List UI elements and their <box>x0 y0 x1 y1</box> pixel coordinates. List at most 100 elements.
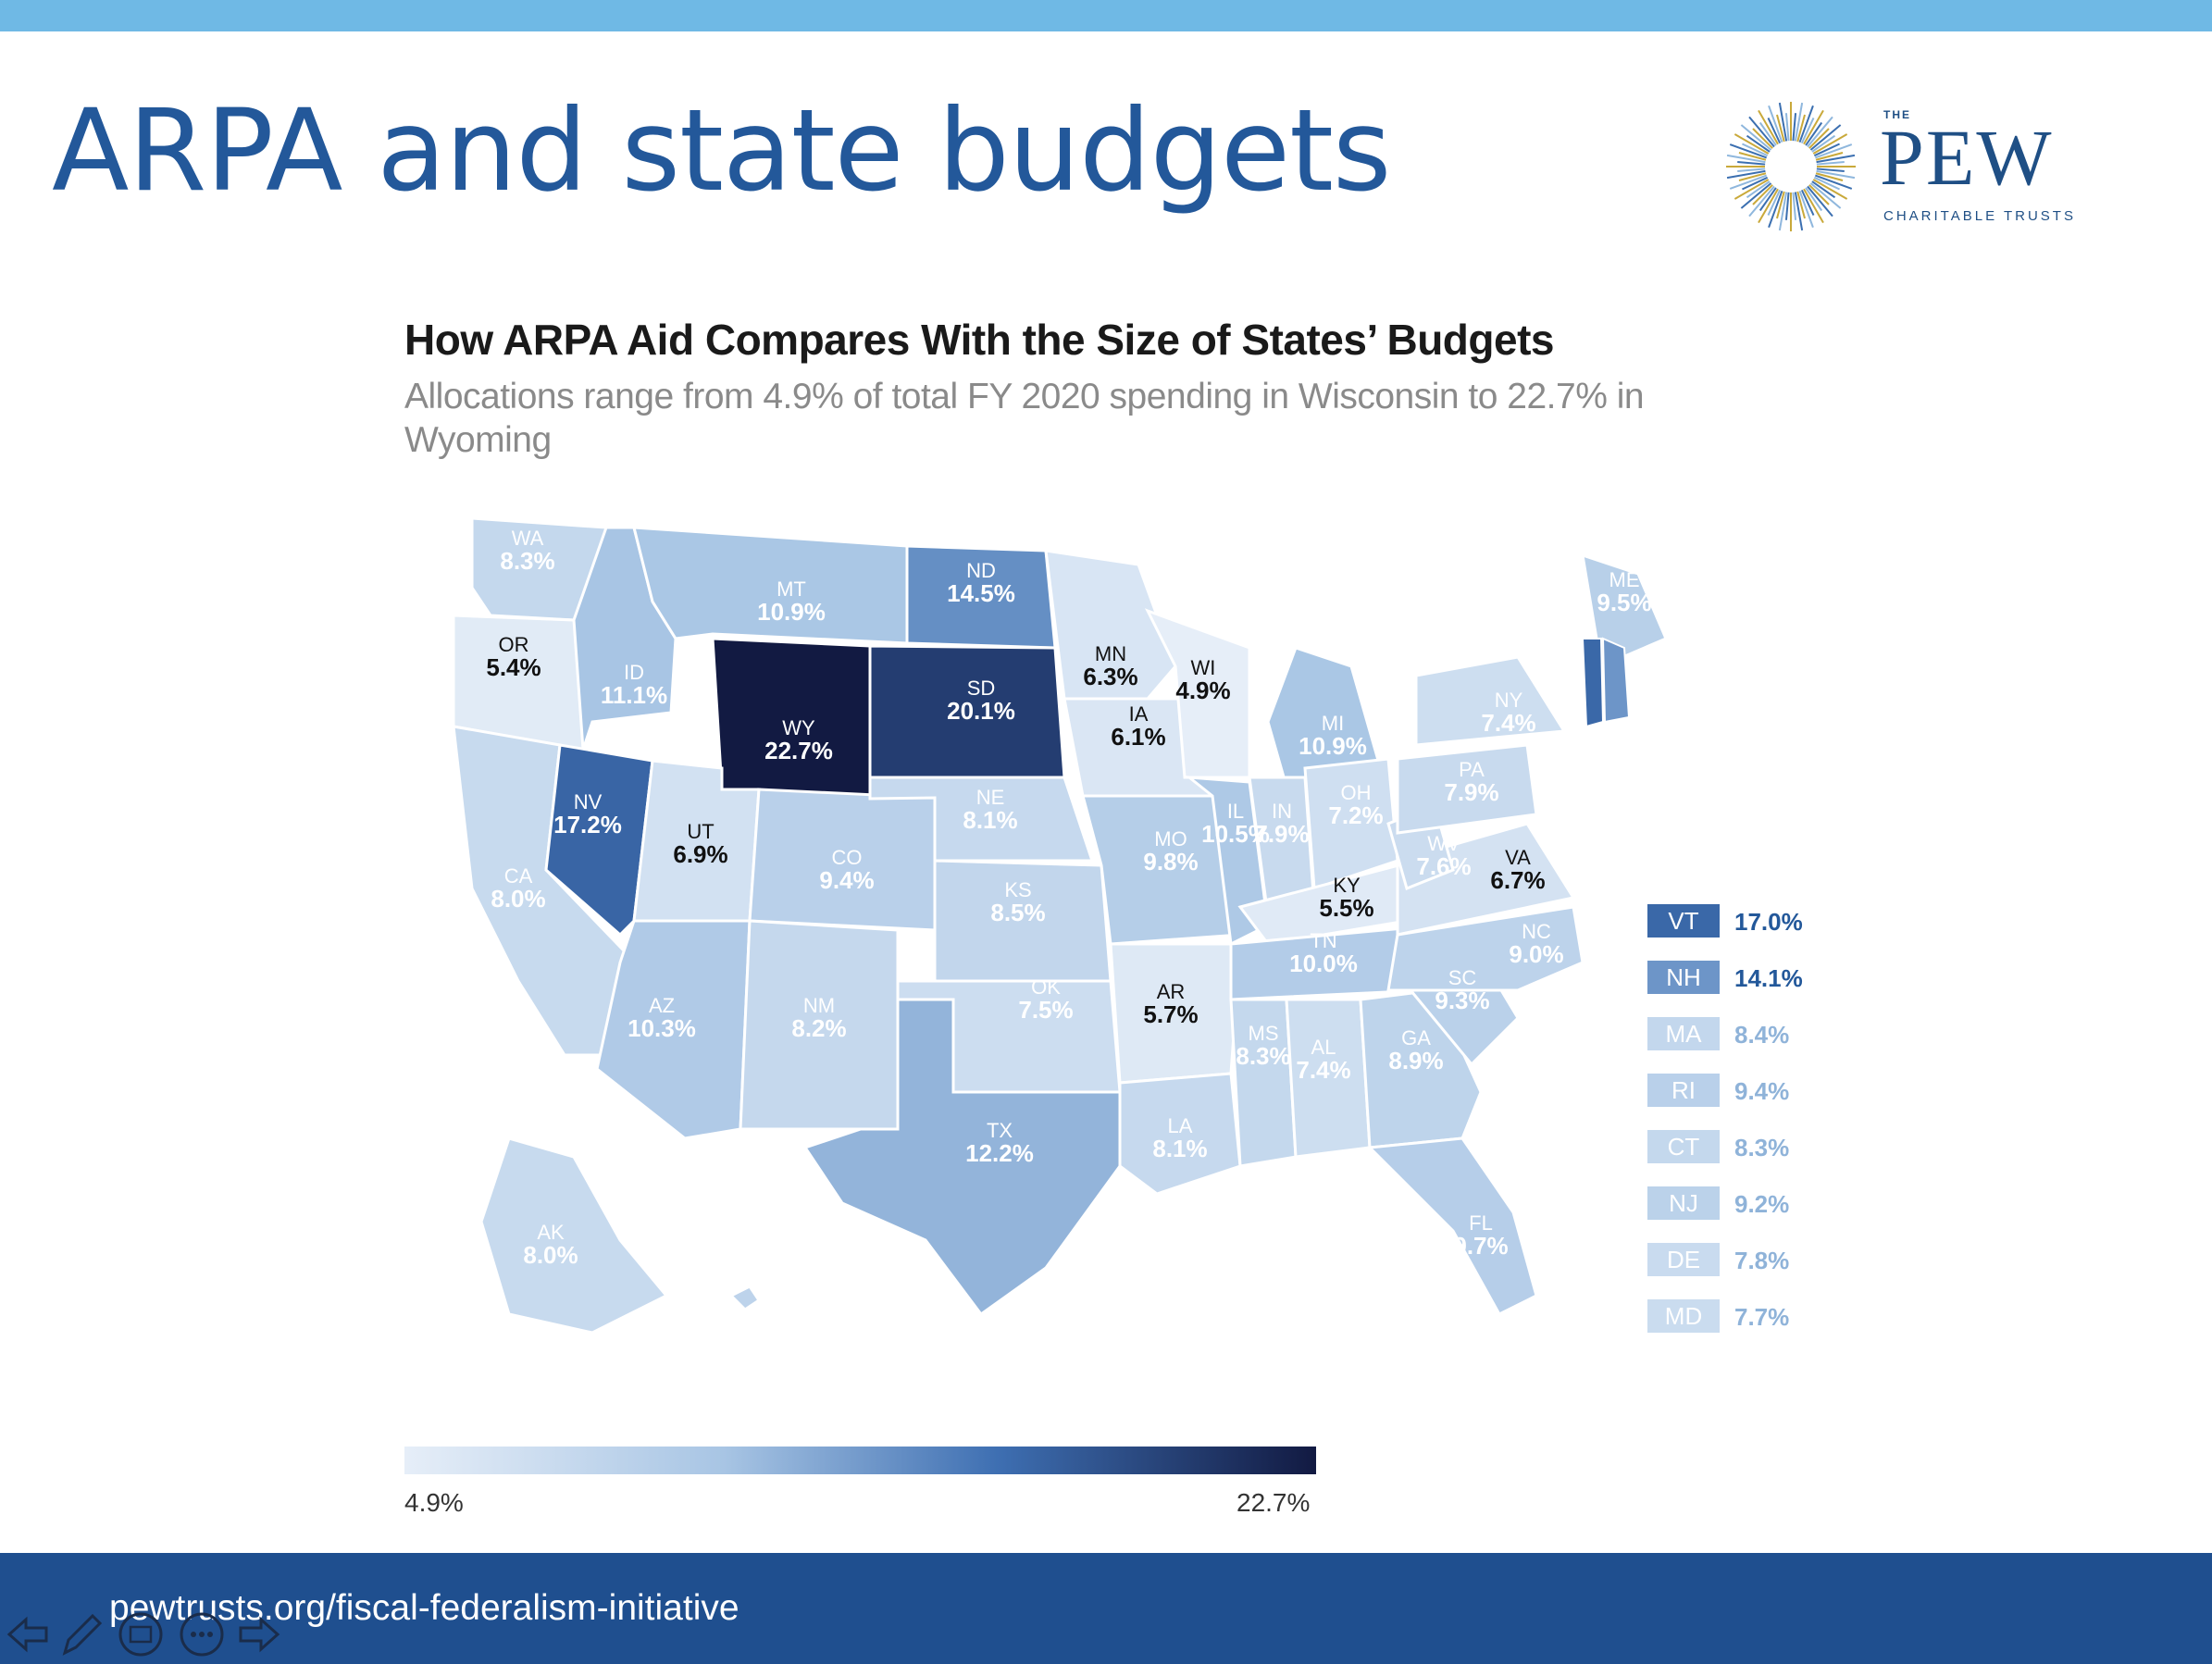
state-mo <box>1081 794 1242 946</box>
callout-label-nj: NJ <box>1669 1189 1698 1217</box>
state-label-pa: PA <box>1459 758 1485 781</box>
state-label-oh: OH <box>1341 781 1372 804</box>
callout-label-de: DE <box>1667 1246 1700 1273</box>
callout-box-ri <box>1647 1074 1720 1107</box>
state-value-mn: 6.3% <box>1083 663 1137 690</box>
state-label-ar: AR <box>1157 980 1186 1003</box>
state-hi <box>728 1285 762 1311</box>
footer-url[interactable]: pewtrusts.org/fiscal-federalism-initiati… <box>109 1588 739 1628</box>
previous-icon[interactable] <box>4 1610 52 1658</box>
state-value-ky: 5.5% <box>1319 894 1373 922</box>
sun-emblem-icon <box>1726 102 1856 231</box>
state-label-or: OR <box>499 633 529 656</box>
subtitles-icon[interactable] <box>117 1610 165 1658</box>
state-label-tn: TN <box>1310 929 1336 952</box>
state-label-al: AL <box>1311 1036 1336 1059</box>
state-label-ia: IA <box>1129 702 1149 726</box>
state-value-wv: 7.6% <box>1416 852 1471 880</box>
state-label-hi: HI <box>777 1253 797 1276</box>
pen-icon[interactable] <box>57 1610 106 1658</box>
state-label-nc: NC <box>1522 920 1551 943</box>
state-value-va: 6.7% <box>1490 866 1545 894</box>
state-label-ky: KY <box>1333 874 1361 897</box>
footer-bar <box>0 1553 2212 1664</box>
state-label-az: AZ <box>649 994 675 1017</box>
state-label-ks: KS <box>1004 878 1031 901</box>
callout-label-nh: NH <box>1666 963 1701 991</box>
state-label-mo: MO <box>1154 827 1187 851</box>
callout-box-ma <box>1647 1017 1720 1050</box>
callout-label-md: MD <box>1665 1302 1702 1330</box>
callout-box-nh <box>1647 961 1720 994</box>
state-label-sd: SD <box>967 677 996 700</box>
callout-value-md: 7.7% <box>1734 1303 1789 1331</box>
callout-label-ct: CT <box>1668 1133 1700 1161</box>
state-mt <box>632 526 909 645</box>
state-value-sc: 9.3% <box>1435 987 1489 1014</box>
state-ny <box>1414 655 1567 747</box>
callout-box-nj <box>1647 1186 1720 1220</box>
state-nh <box>1601 637 1631 724</box>
callout-box-de <box>1647 1243 1720 1276</box>
state-label-fl: FL <box>1469 1211 1493 1235</box>
state-value-nd: 14.5% <box>947 579 1015 607</box>
state-value-ga: 8.9% <box>1388 1047 1443 1074</box>
pew-logo: THE PEW CHARITABLE TRUSTS <box>1717 97 2106 236</box>
state-value-nc: 9.0% <box>1509 940 1563 968</box>
state-label-ga: GA <box>1401 1026 1431 1049</box>
state-mn <box>1044 549 1177 701</box>
callout-label-ma: MA <box>1666 1020 1703 1048</box>
state-value-co: 9.4% <box>819 866 874 894</box>
callout-box-vt <box>1647 904 1720 938</box>
state-value-pa: 7.9% <box>1444 778 1498 806</box>
logo-subtitle: CHARITABLE TRUSTS <box>1883 208 2076 224</box>
state-value-nv: 17.2% <box>553 811 622 838</box>
state-value-ny: 7.4% <box>1481 709 1535 737</box>
state-value-ar: 5.7% <box>1143 1000 1198 1028</box>
more-icon[interactable] <box>178 1610 226 1658</box>
callout-value-ma: 8.4% <box>1734 1021 1789 1049</box>
state-value-tx: 12.2% <box>965 1139 1034 1167</box>
state-pa <box>1396 743 1538 835</box>
callout-value-ri: 9.4% <box>1734 1077 1789 1105</box>
callout-value-ct: 8.3% <box>1734 1134 1789 1161</box>
callout-value-nh: 14.1% <box>1734 964 1803 992</box>
state-value-sd: 20.1% <box>947 697 1015 725</box>
state-value-fl: 9.7% <box>1453 1232 1508 1260</box>
state-label-in: IN <box>1272 800 1292 823</box>
state-value-ok: 7.5% <box>1018 996 1073 1024</box>
color-scale-bar <box>404 1447 1316 1474</box>
state-value-wi: 4.9% <box>1175 677 1230 704</box>
state-nv <box>544 743 654 938</box>
state-value-mi: 10.9% <box>1299 732 1367 760</box>
state-label-ca: CA <box>504 864 533 888</box>
chart-subtitle: Allocations range from 4.9% of total FY … <box>404 377 1645 460</box>
state-fl <box>1366 1136 1538 1316</box>
state-value-il: 10.5% <box>1201 820 1270 848</box>
state-value-ca: 8.0% <box>491 885 545 913</box>
state-value-ak: 8.0% <box>523 1241 578 1269</box>
state-label-wv: WV <box>1427 832 1460 855</box>
state-label-nm: NM <box>803 994 835 1017</box>
state-label-wy: WY <box>782 716 815 739</box>
chart-title: How ARPA Aid Compares With the Size of S… <box>404 316 1554 364</box>
us-choropleth-map: WA8.3%OR5.4%CA8.0%ID11.1%NV17.2%MT10.9%W… <box>452 516 1803 1335</box>
state-label-il: IL <box>1227 800 1244 823</box>
state-value-la: 8.1% <box>1152 1135 1207 1162</box>
scale-min-label: 4.9% <box>404 1488 464 1517</box>
state-label-nv: NV <box>574 790 603 813</box>
state-label-va: VA <box>1505 846 1531 869</box>
top-accent-bar <box>0 0 2212 31</box>
state-value-wa: 8.3% <box>500 547 554 575</box>
state-value-wy: 22.7% <box>764 737 833 764</box>
state-value-id: 11.1% <box>601 681 667 709</box>
state-value-nm: 8.2% <box>791 1014 846 1042</box>
state-tx <box>802 998 1122 1317</box>
state-wi <box>1144 608 1251 779</box>
state-value-mt: 10.9% <box>757 598 826 626</box>
callout-box-md <box>1647 1299 1720 1333</box>
state-vt <box>1581 638 1605 728</box>
next-icon[interactable] <box>235 1610 283 1658</box>
state-value-tn: 10.0% <box>1289 950 1358 977</box>
callout-label-ri: RI <box>1671 1076 1696 1104</box>
